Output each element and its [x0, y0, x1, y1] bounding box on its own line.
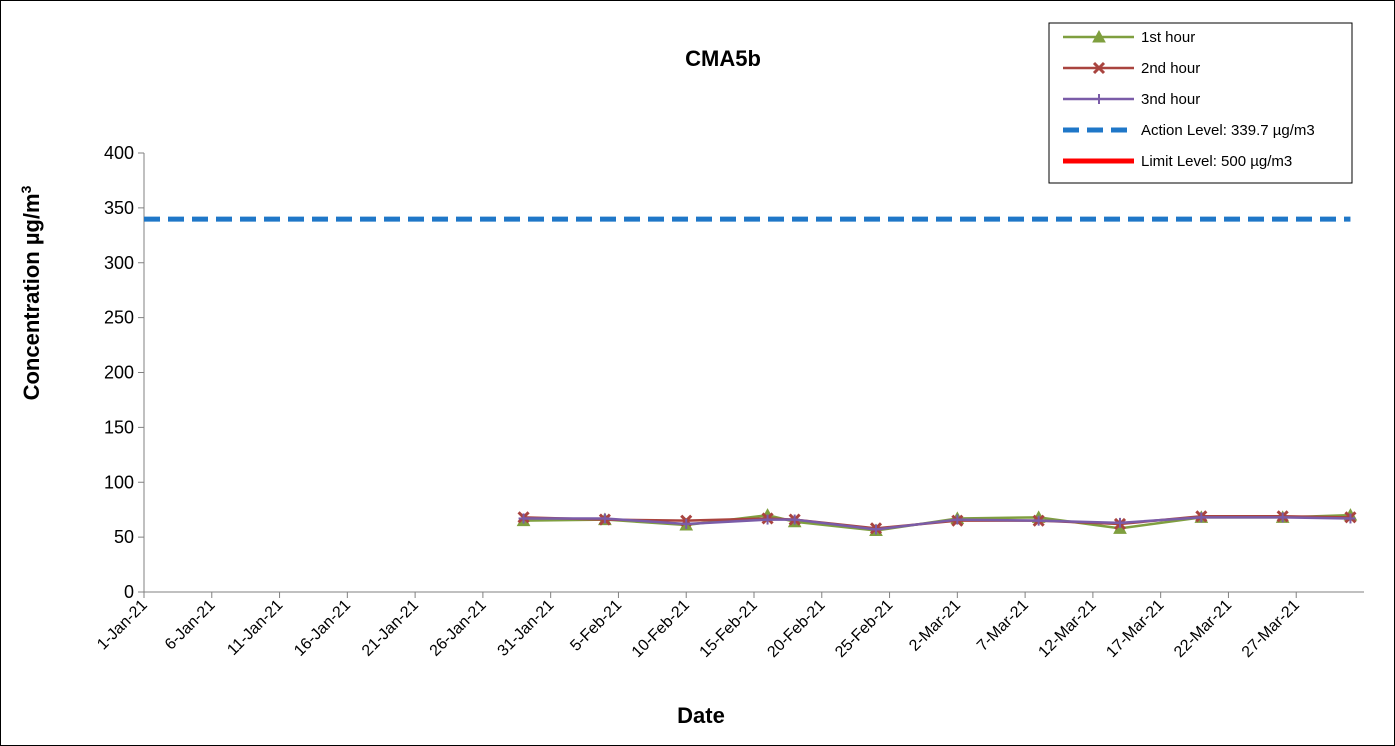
legend-label: Limit Level: 500 µg/m3	[1141, 153, 1292, 170]
legend-label: 1st hour	[1141, 29, 1195, 46]
plus-marker	[681, 518, 692, 529]
x-tick-label: 11-Jan-21	[224, 597, 286, 659]
y-tick-label: 150	[104, 417, 134, 437]
x-tick-label: 17-Mar-21	[1103, 597, 1167, 661]
y-tick-label: 350	[104, 198, 134, 218]
plus-marker	[762, 514, 773, 525]
x-tick-label: 5-Feb-21	[567, 597, 625, 655]
x-tick-label: 16-Jan-21	[291, 597, 354, 660]
legend-item: 3nd hour	[1063, 91, 1200, 108]
x-tick-label: 21-Jan-21	[359, 597, 422, 660]
legend-item: Action Level: 339.7 µg/m3	[1063, 122, 1315, 139]
x-tick-label: 22-Mar-21	[1171, 597, 1235, 661]
x-tick-label: 15-Feb-21	[697, 597, 761, 661]
x-tick-label: 7-Mar-21	[974, 597, 1032, 655]
x-tick-label: 12-Mar-21	[1036, 597, 1100, 661]
y-axis-title-superscript: 3	[18, 185, 34, 193]
x-tick-label: 1-Jan-21	[94, 597, 151, 654]
x-marker	[1092, 61, 1106, 75]
x-tick-label: 2-Mar-21	[906, 597, 964, 655]
x-marker-stroke	[1092, 61, 1106, 75]
series-line	[523, 516, 1351, 531]
x-tick-label: 27-Mar-21	[1239, 597, 1303, 661]
series-3	[518, 512, 1356, 535]
x-tick-label: 10-Feb-21	[629, 597, 693, 661]
x-tick-label: 6-Jan-21	[162, 597, 219, 654]
plus-marker	[1345, 513, 1356, 524]
legend-label: 2nd hour	[1141, 60, 1200, 77]
plus-marker	[952, 514, 963, 525]
y-axis-title-main: Concentration µg/m	[19, 193, 44, 400]
y-axis-title: Concentration µg/m3	[18, 185, 44, 400]
y-tick-label: 200	[104, 363, 134, 383]
legend: 1st hour 2nd hour 3nd hour Action Level: 33…	[1048, 22, 1353, 184]
plus-marker	[1094, 94, 1104, 104]
y-tick-label: 0	[124, 582, 134, 602]
y-tick-label: 100	[104, 472, 134, 492]
x-tick-label: 26-Jan-21	[427, 597, 490, 660]
legend-item: 1st hour	[1063, 29, 1195, 46]
x-tick-label: 25-Feb-21	[832, 597, 896, 661]
y-tick-label: 250	[104, 308, 134, 328]
plus-marker	[871, 524, 881, 535]
plus-marker	[599, 513, 610, 524]
x-tick-label: 31-Jan-21	[495, 597, 558, 660]
x-axis-title: Date	[677, 703, 725, 728]
plus-marker	[518, 513, 529, 524]
y-tick-label: 50	[114, 527, 134, 547]
y-tick-label: 400	[104, 143, 134, 163]
chart-title: CMA5b	[685, 46, 761, 71]
series-layer	[144, 216, 1358, 537]
plus-marker	[1033, 515, 1044, 526]
triangle-marker	[1092, 29, 1106, 43]
plus-marker	[1277, 512, 1288, 523]
legend-item: Limit Level: 500 µg/m3	[1063, 153, 1292, 170]
x-tick-label: 20-Feb-21	[764, 597, 828, 661]
plus-marker	[789, 514, 800, 525]
plus-marker	[1196, 512, 1207, 523]
legend-label: Action Level: 339.7 µg/m3	[1141, 122, 1315, 139]
y-tick-label: 300	[104, 253, 134, 273]
plus-marker	[1115, 517, 1125, 528]
legend-item: 2nd hour	[1063, 60, 1200, 77]
legend-label: 3nd hour	[1141, 91, 1200, 108]
